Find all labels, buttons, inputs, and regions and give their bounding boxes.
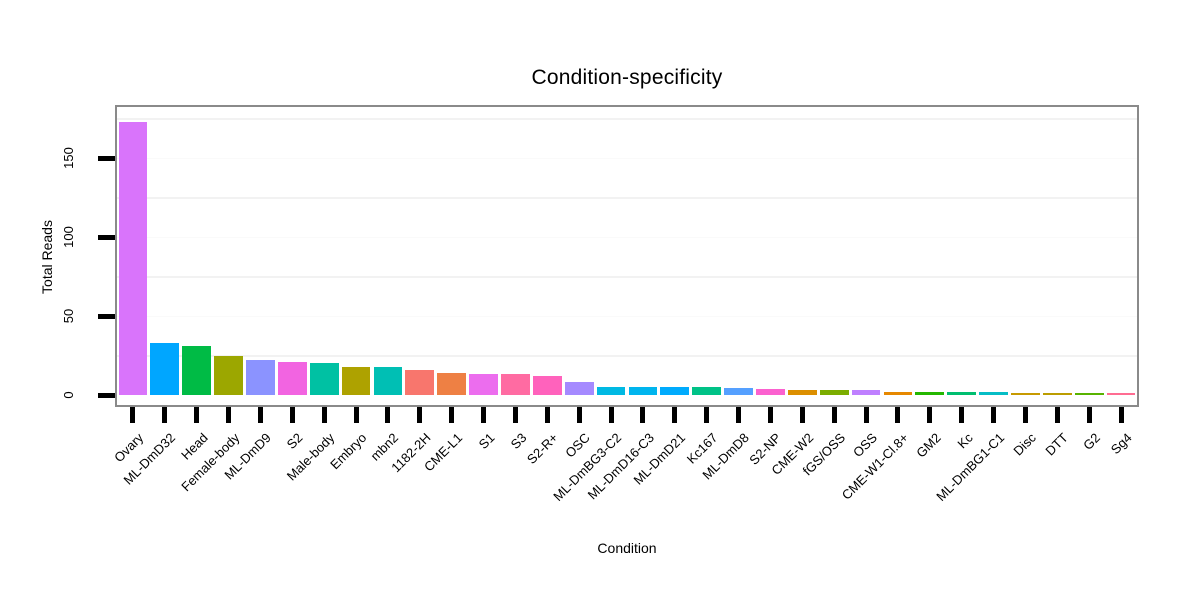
bar-CME-W1-Cl.8+	[883, 391, 913, 395]
x-tick-mark	[194, 407, 200, 423]
x-tick-mark	[162, 407, 168, 423]
y-tick-mark	[98, 392, 115, 398]
x-tick-mark	[704, 407, 710, 423]
bar-fGS/OSS	[819, 390, 849, 395]
bar-Disc	[1011, 392, 1040, 395]
y-tick-label: 150	[60, 147, 76, 169]
bar-Kc167	[692, 387, 722, 395]
y-tick-mark	[98, 155, 115, 161]
bar-S2-R+	[532, 376, 562, 395]
x-tick-mark	[512, 407, 518, 423]
minor-gridline	[117, 275, 1137, 278]
x-tick-mark	[226, 407, 232, 423]
bar-Kc	[947, 391, 977, 395]
bar-DTT	[1042, 392, 1072, 395]
x-tick-mark	[927, 407, 933, 423]
x-tick-label: S1	[475, 430, 498, 452]
x-tick-mark	[640, 407, 646, 423]
bar-Embryo	[341, 366, 371, 395]
minor-gridline	[117, 196, 1137, 199]
bar-Head	[182, 346, 212, 395]
x-tick-mark	[608, 407, 614, 423]
x-tick-label: DTT	[1042, 430, 1071, 459]
bar-CME-L1	[437, 372, 467, 395]
bar-CME-W2	[787, 390, 817, 395]
chart-title: Condition-specificity	[531, 66, 723, 89]
x-tick-mark	[289, 407, 295, 423]
x-tick-label: Disc	[1010, 430, 1040, 459]
y-axis-title: Total Reads	[39, 220, 55, 294]
x-tick-mark	[257, 407, 263, 423]
bar-S2-NP	[756, 389, 785, 395]
x-tick-mark	[481, 407, 487, 423]
x-tick-mark	[1118, 407, 1124, 423]
x-tick-mark	[130, 407, 136, 423]
x-tick-label: Sg4	[1107, 430, 1135, 457]
x-tick-mark	[417, 407, 423, 423]
x-tick-mark	[863, 407, 869, 423]
bar-ML-DmD8	[724, 387, 753, 395]
bar-1182-2H	[405, 369, 435, 395]
bar-ML-DmBG3-C2	[596, 387, 626, 395]
x-tick-label: GM2	[912, 430, 944, 461]
bar-ML-DmD16-C3	[628, 387, 658, 395]
bar-Female-body	[214, 355, 243, 395]
bar-Male-body	[309, 363, 339, 395]
x-axis-title: Condition	[597, 540, 657, 556]
x-tick-mark	[1054, 407, 1060, 423]
x-tick-label: S2-R+	[523, 430, 561, 467]
bar-ML-DmD32	[150, 342, 180, 395]
x-tick-mark	[672, 407, 678, 423]
x-tick-mark	[895, 407, 901, 423]
x-tick-mark	[991, 407, 997, 423]
minor-gridline	[117, 117, 1137, 120]
major-gridline	[117, 158, 1137, 159]
y-tick-label: 100	[60, 226, 76, 248]
x-tick-mark	[544, 407, 550, 423]
y-tick-label: 50	[60, 308, 76, 324]
y-tick-label: 0	[60, 391, 76, 399]
bar-GM2	[915, 391, 945, 395]
bar-ML-DmBG1-C1	[979, 391, 1008, 395]
bar-OSC	[564, 382, 594, 395]
x-tick-mark	[385, 407, 391, 423]
bar-Ovary	[118, 121, 148, 395]
bar-S2	[277, 361, 307, 395]
x-tick-mark	[449, 407, 455, 423]
y-tick-mark	[98, 313, 115, 319]
bar-Sg4	[1106, 393, 1136, 395]
x-tick-mark	[1086, 407, 1092, 423]
x-tick-label: Kc	[953, 430, 976, 452]
x-tick-mark	[321, 407, 327, 423]
x-tick-mark	[353, 407, 359, 423]
x-tick-label: S3	[507, 430, 530, 452]
x-tick-mark	[576, 407, 582, 423]
x-tick-label: S2	[284, 430, 306, 452]
bar-ML-DmD9	[246, 360, 275, 395]
bar-OSS	[851, 390, 881, 395]
x-tick-mark	[767, 407, 773, 423]
bar-S3	[501, 373, 530, 395]
minor-gridline	[117, 354, 1137, 357]
bar-G2	[1074, 392, 1104, 395]
x-tick-mark	[1022, 407, 1028, 423]
x-tick-mark	[799, 407, 805, 423]
bar-S1	[469, 373, 498, 395]
x-tick-label: G2	[1079, 430, 1103, 453]
bar-ML-DmD21	[660, 387, 690, 395]
x-tick-mark	[736, 407, 742, 423]
y-tick-mark	[98, 234, 115, 240]
major-gridline	[117, 316, 1137, 317]
x-tick-mark	[831, 407, 837, 423]
bar-mbn2	[373, 366, 403, 395]
x-tick-mark	[959, 407, 965, 423]
plot-panel	[115, 105, 1139, 407]
major-gridline	[117, 237, 1137, 238]
